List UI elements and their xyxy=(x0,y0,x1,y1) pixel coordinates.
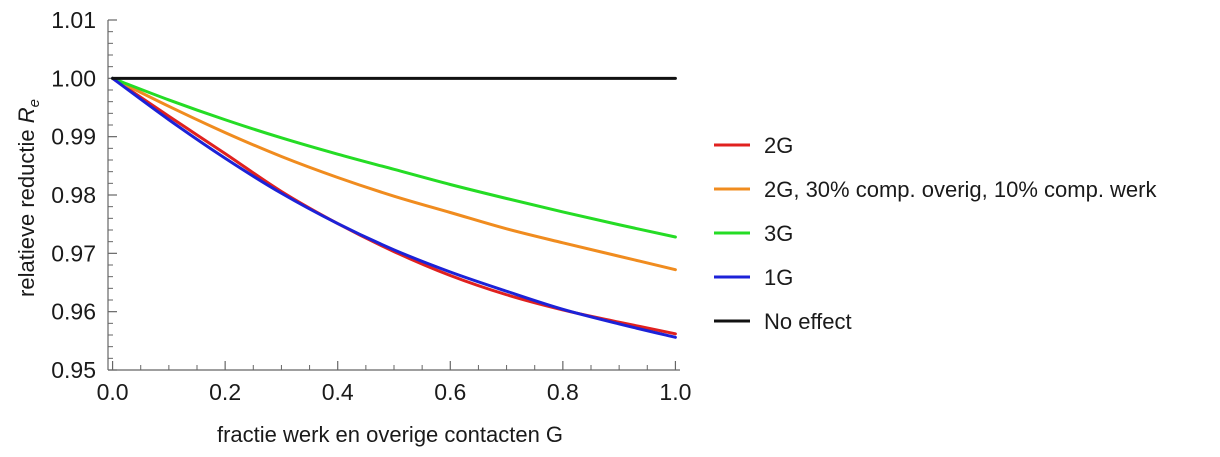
axes: 0.0 0.2 0.4 0.6 0.8 1.0 0.95 0.96 0.97 0.98 0.99 1.… xyxy=(51,7,691,405)
y-tick-label: 1.00 xyxy=(51,65,96,91)
x-axis-label: fractie werk en overige contacten G xyxy=(217,422,563,447)
x-tick-label: 0.6 xyxy=(434,379,466,405)
y-tick-label: 0.99 xyxy=(51,124,96,150)
legend: 2G 2G, 30% comp. overig, 10% comp. werk 3G… xyxy=(714,133,1157,334)
y-tick-label: 0.95 xyxy=(51,357,96,383)
x-tick-label: 0.8 xyxy=(547,379,579,405)
x-tick-label: 0.0 xyxy=(97,379,129,405)
y-axis-label-prefix: relatieve reductie xyxy=(14,123,39,297)
y-tick-label: 1.01 xyxy=(51,7,96,33)
y-axis-label-symbol: R xyxy=(14,107,39,123)
legend-label-3g: 3G xyxy=(764,221,793,246)
y-tick-label: 0.96 xyxy=(51,299,96,325)
series-line-2g-30-comp-overig-10-comp-werk xyxy=(111,76,677,272)
x-tick-label: 0.4 xyxy=(322,379,354,405)
y-axis-label-subscript: e xyxy=(26,99,43,107)
axis-labels: fractie werk en overige contacten G rela… xyxy=(14,99,563,447)
y-tick-label: 0.97 xyxy=(51,240,96,266)
y-axis-label: relatieve reductie Re xyxy=(14,99,43,297)
y-tick-label: 0.98 xyxy=(51,182,96,208)
legend-label-2g-30-comp-overig-10-comp-werk: 2G, 30% comp. overig, 10% comp. werk xyxy=(764,177,1157,202)
legend-label-1g: 1G xyxy=(764,265,793,290)
x-tick-label: 0.2 xyxy=(209,379,241,405)
legend-label-no-effect: No effect xyxy=(764,309,852,334)
series-line-3g xyxy=(111,76,677,239)
legend-label-2g: 2G xyxy=(764,133,793,158)
series-lines xyxy=(111,76,677,339)
series-line-1g xyxy=(111,76,677,339)
x-tick-label: 1.0 xyxy=(659,379,691,405)
series-line-2g xyxy=(111,76,677,336)
